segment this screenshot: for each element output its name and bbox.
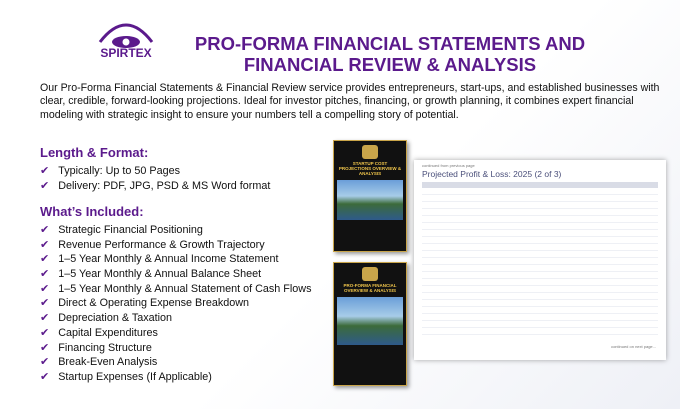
spreadsheet: continued from previous page Projected P… [414, 160, 666, 360]
length-section: Length & Format: Typically: Up to 50 Pag… [40, 145, 270, 193]
list: Typically: Up to 50 PagesDelivery: PDF, … [40, 164, 270, 193]
list-item: Strategic Financial Positioning [40, 223, 312, 238]
list-item: Break-Even Analysis [40, 355, 312, 370]
list-item: Financing Structure [40, 341, 312, 356]
list-item: Typically: Up to 50 Pages [40, 164, 270, 179]
list: Strategic Financial PositioningRevenue P… [40, 223, 312, 385]
list-item: 1–5 Year Monthly & Annual Income Stateme… [40, 252, 312, 267]
sheet-note: continued from previous page [422, 163, 475, 168]
intro: Our Pro-Forma Financial Statements & Fin… [40, 82, 660, 121]
book-cover: PRO-FORMA FINANCIAL OVERVIEW & ANALYSIS [333, 262, 407, 386]
list-item: Revenue Performance & Growth Trajectory [40, 238, 312, 253]
section-heading: Length & Format: [40, 145, 149, 160]
cover-title: STARTUP COST PROJECTIONS OVERVIEW & ANAL… [338, 161, 402, 176]
title: PRO-FORMA FINANCIAL STATEMENTS AND FINAN… [150, 33, 630, 75]
list-item: Depreciation & Taxation [40, 311, 312, 326]
list-item: 1–5 Year Monthly & Annual Balance Sheet [40, 267, 312, 282]
logo-name: SPIRTEX [100, 46, 152, 60]
book-cover: STARTUP COST PROJECTIONS OVERVIEW & ANAL… [333, 140, 407, 252]
sheet-title: Projected Profit & Loss: 2025 (2 of 3) [422, 169, 562, 179]
list-item: Delivery: PDF, JPG, PSD & MS Word format [40, 179, 270, 194]
title-line: FINANCIAL REVIEW & ANALYSIS [243, 54, 537, 75]
title-line: PRO-FORMA FINANCIAL STATEMENTS AND [194, 33, 586, 54]
included-section: What’s Included: Strategic Financial Pos… [40, 204, 312, 385]
list-item: Capital Expenditures [40, 326, 312, 341]
list-item: 1–5 Year Monthly & Annual Statement of C… [40, 282, 311, 297]
list-item: Startup Expenses (If Applicable) [40, 370, 312, 385]
list-item: Direct & Operating Expense Breakdown [40, 296, 312, 311]
sheet-note: continued on next page... [611, 344, 656, 349]
cover-title: PRO-FORMA FINANCIAL OVERVIEW & ANALYSIS [343, 283, 397, 293]
section-heading: What’s Included: [40, 204, 144, 219]
logo-icon [98, 23, 154, 48]
